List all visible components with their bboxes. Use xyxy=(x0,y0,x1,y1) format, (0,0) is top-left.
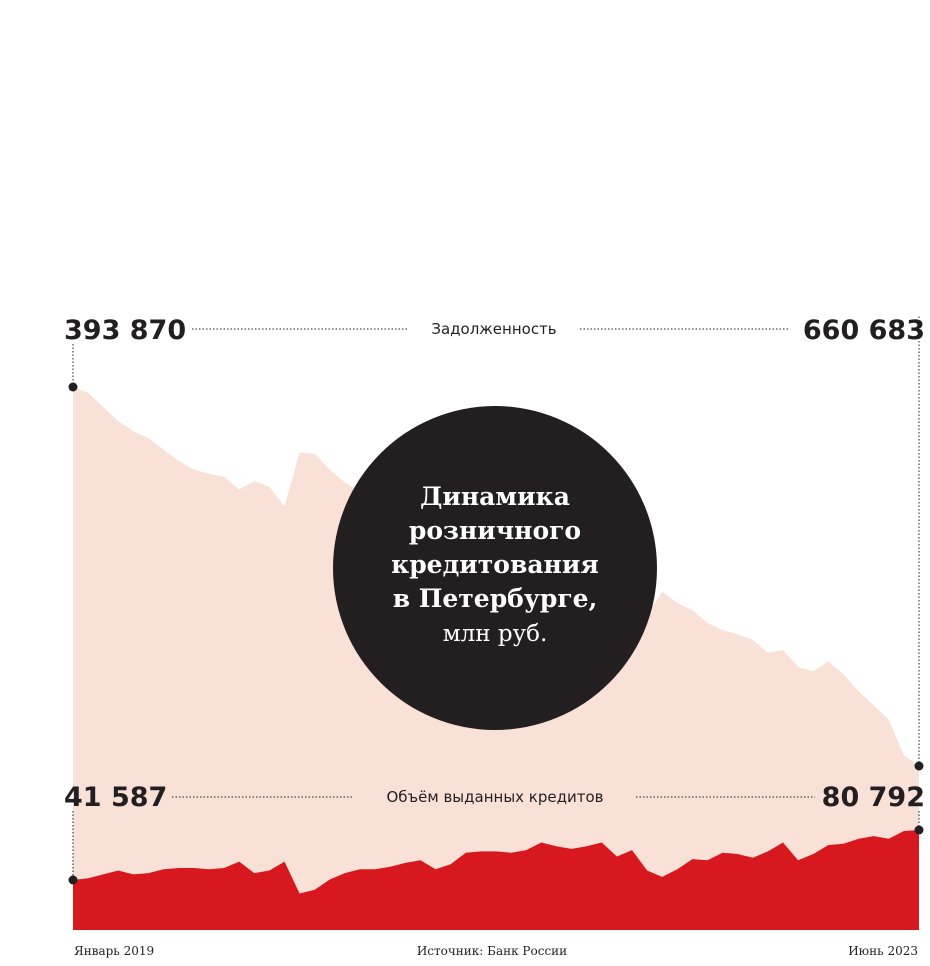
debt-start-value: 393 870 xyxy=(64,315,186,346)
source-label: Источник: Банк России xyxy=(417,944,567,958)
title-line-4: в Петербурге, xyxy=(393,584,598,613)
x-start-label: Январь 2019 xyxy=(74,944,154,958)
title-line-2: розничного xyxy=(409,516,581,545)
x-end-label: Июнь 2023 xyxy=(848,944,918,958)
title-line-3: кредитования xyxy=(391,550,599,579)
issued-start-value: 41 587 xyxy=(64,782,167,813)
endpoint-connectors xyxy=(68,316,924,885)
issued-series-label: Объём выданных кредитов xyxy=(386,788,603,806)
issued-area xyxy=(73,830,919,930)
issued-start-point xyxy=(68,875,78,885)
title-line-1: Динамика xyxy=(420,482,570,511)
title-unit: млн руб. xyxy=(443,621,548,647)
issued-end-point xyxy=(914,825,924,835)
debt-end-value: 660 683 xyxy=(803,315,925,346)
title-circle xyxy=(333,406,657,730)
debt-end-point xyxy=(914,761,924,771)
issued-end-value: 80 792 xyxy=(822,782,925,813)
debt-start-point xyxy=(68,382,78,392)
debt-series-label: Задолженность xyxy=(431,320,556,338)
